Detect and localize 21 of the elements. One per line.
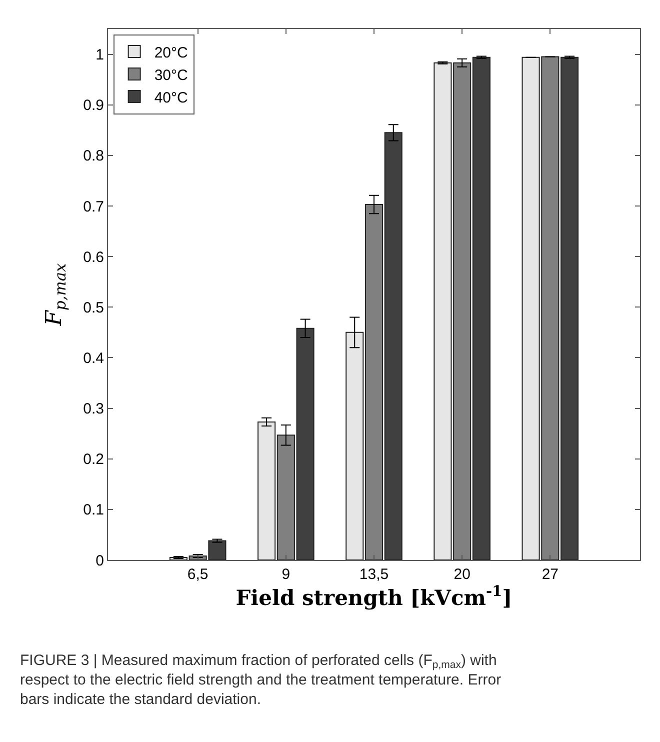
y-tick-label: 0.3 xyxy=(83,400,104,418)
y-tick-label: 0 xyxy=(96,552,104,570)
y-tick-label: 0.8 xyxy=(83,148,104,165)
x-tick-label: 6,5 xyxy=(187,566,208,583)
y-tick-label: 0.7 xyxy=(83,198,104,216)
x-tick-label: 27 xyxy=(542,566,559,583)
x-tick-label: 20 xyxy=(454,566,470,583)
x-tick-label: 9 xyxy=(282,566,290,583)
legend-label: 20°C xyxy=(154,44,188,62)
y-tick-label: 0.2 xyxy=(83,451,104,468)
legend-label: 30°C xyxy=(154,66,188,84)
y-tick-label: 0.5 xyxy=(83,299,104,316)
x-axis-title: Field strength [kVcm$^{-1}$] xyxy=(236,583,512,610)
y-tick-label: 0.6 xyxy=(83,248,104,266)
y-tick-label: 0.4 xyxy=(83,350,104,367)
y-tick-label: 1 xyxy=(96,46,104,64)
legend-label: 40°C xyxy=(154,89,188,106)
x-tick-label: 13,5 xyxy=(359,566,389,583)
y-tick-label: 0.1 xyxy=(83,502,104,519)
caption: FIGURE 3 | Measured maximum fraction of perforated cells (F$_{p,max}$) with respect to the electric field strength and the treatment temperature. Error bars indicate the standard deviation. xyxy=(20,652,502,708)
y-tick-label: 0.9 xyxy=(83,97,104,114)
